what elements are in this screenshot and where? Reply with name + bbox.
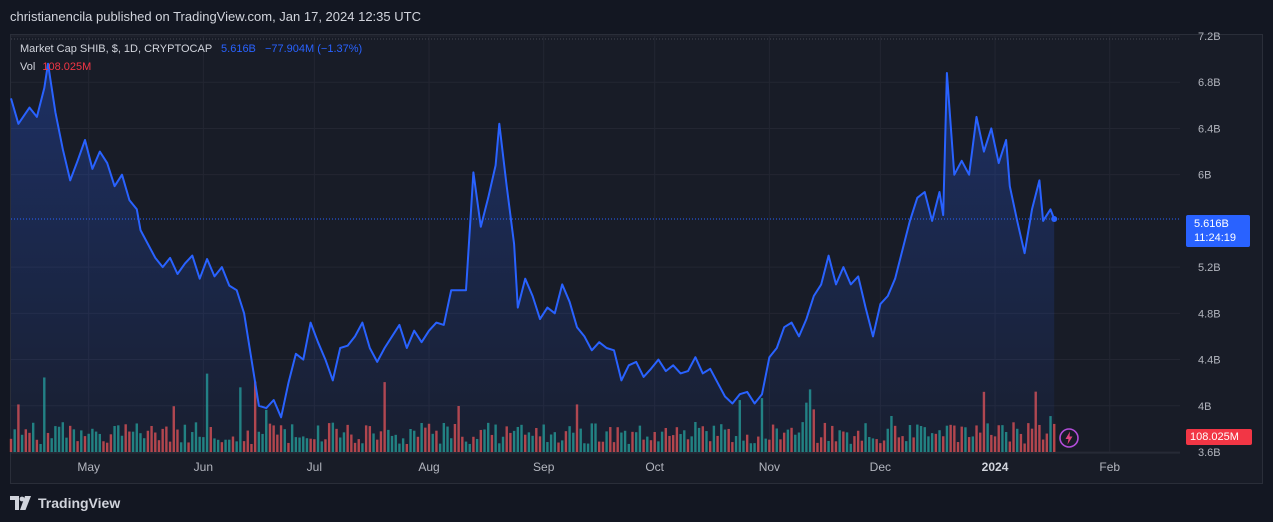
y-tick-label: 3.6B: [1198, 447, 1221, 459]
legend-change: −77.904M (−1.37%): [264, 43, 363, 55]
price-tag-countdown: 11:24:19: [1194, 232, 1237, 244]
bottom-bar: TradingView: [0, 484, 1273, 522]
y-axis: 3.6B 4B 4.4B 4.8B 5.2B 6B 6.4B 6.8B 7.2B: [1198, 31, 1221, 459]
brand-logo[interactable]: TradingView: [10, 495, 120, 511]
legend-volume-row[interactable]: Vol 108.025M: [20, 58, 362, 76]
y-tick-label: 4B: [1198, 401, 1211, 413]
y-tick-label: 7.2B: [1198, 31, 1221, 43]
price-tag: 5.616B 11:24:19: [1186, 215, 1250, 247]
tradingview-logo-icon: [10, 496, 31, 510]
price-line: [10, 62, 1056, 419]
top-bar: christianencila published on TradingView…: [0, 0, 1273, 34]
y-tick-label: 6.8B: [1198, 77, 1221, 89]
volume-tag: 108.025M: [1186, 429, 1252, 445]
last-price-dot: [1051, 216, 1058, 223]
x-tick-label: Jun: [194, 460, 213, 474]
x-tick-label: Sep: [533, 460, 555, 474]
x-tick-label: Jul: [307, 460, 322, 474]
price-area-fill: [11, 63, 1055, 452]
x-tick-label: Aug: [418, 460, 439, 474]
y-tick-label: 6B: [1198, 170, 1211, 182]
x-axis: May Jun Jul Aug Sep Oct Nov Dec 2024 Feb: [77, 460, 1120, 474]
legend-vol-value: 108.025M: [42, 61, 92, 73]
y-tick-label: 5.2B: [1198, 262, 1221, 274]
y-tick-label: 6.4B: [1198, 123, 1221, 135]
y-tick-label: 4.4B: [1198, 355, 1221, 367]
volume-bar: [1053, 423, 1056, 452]
x-tick-label: Dec: [870, 460, 891, 474]
price-area: [10, 62, 1180, 452]
legend-symbol: Market Cap SHIB, $, 1D, CRYPTOCAP: [20, 43, 212, 55]
x-tick-label: Feb: [1099, 460, 1120, 474]
legend-symbol-row[interactable]: Market Cap SHIB, $, 1D, CRYPTOCAP 5.616B…: [20, 40, 362, 58]
x-tick-label: Oct: [645, 460, 664, 474]
legend-last-value: 5.616B: [221, 43, 256, 55]
y-tick-label: 4.8B: [1198, 308, 1221, 320]
price-tag-value: 5.616B: [1194, 218, 1229, 230]
publisher-line: christianencila published on TradingView…: [10, 9, 421, 24]
legend-vol-label: Vol: [20, 61, 36, 73]
lightning-icon[interactable]: [1058, 427, 1080, 449]
x-tick-label: Nov: [759, 460, 780, 474]
brand-name: TradingView: [38, 495, 121, 511]
x-tick-label: 2024: [982, 460, 1009, 474]
chart-legend: Market Cap SHIB, $, 1D, CRYPTOCAP 5.616B…: [20, 40, 362, 76]
x-tick-label: May: [77, 460, 100, 474]
